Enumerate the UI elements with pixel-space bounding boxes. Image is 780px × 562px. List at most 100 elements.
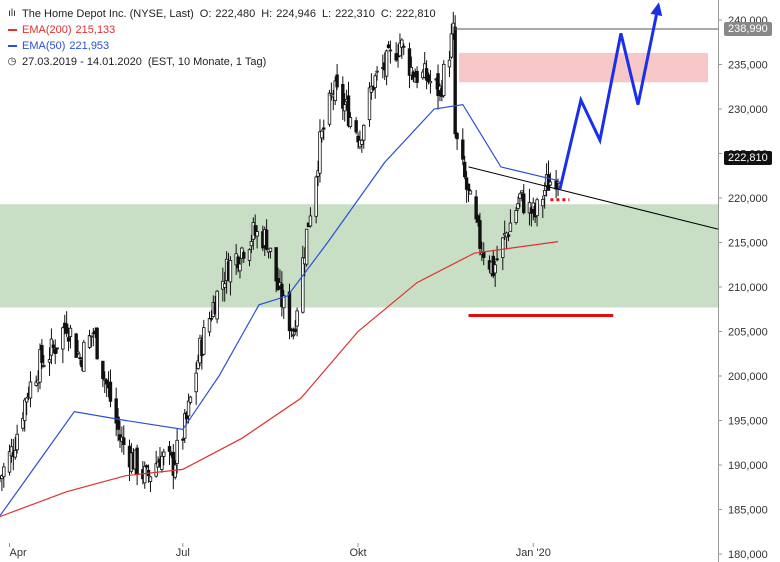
candle-body xyxy=(482,251,486,258)
candle-body xyxy=(74,333,78,358)
chart-legend: ılı The Home Depot Inc. (NYSE, Last) O: 2… xyxy=(6,6,436,70)
candle-body xyxy=(116,416,120,430)
y-tick-label: 200,000 xyxy=(728,371,768,383)
candle-body xyxy=(101,360,105,379)
ohlc-open-value: 222,480 xyxy=(215,8,256,20)
candle-body xyxy=(2,466,6,478)
candle-body xyxy=(122,437,126,445)
ema200-row: EMA(200) 215,133 xyxy=(6,22,436,38)
candle-body xyxy=(322,127,326,130)
y-tick-label: 185,000 xyxy=(728,505,768,517)
candle-body xyxy=(516,203,520,209)
candle-body xyxy=(7,451,12,473)
candle-body xyxy=(255,231,259,237)
candle-body xyxy=(466,183,471,191)
y-tick-label: 210,000 xyxy=(728,282,768,294)
x-tick-label: Jan '20 xyxy=(516,547,551,559)
period-range: 27.03.2019 - 14.01.2020 xyxy=(22,56,142,68)
candle-body xyxy=(154,463,158,477)
candle-body xyxy=(167,446,172,452)
candle-body xyxy=(478,220,482,249)
ohlc-close-value: 222,810 xyxy=(395,8,436,20)
candle-body xyxy=(196,360,200,369)
candle-body xyxy=(34,381,38,386)
candle-body xyxy=(506,234,511,237)
candle-body xyxy=(468,190,473,195)
candle-body xyxy=(236,256,240,269)
candle-body xyxy=(535,199,539,217)
ema200-swatch xyxy=(8,29,17,31)
candle-body xyxy=(447,59,452,68)
instrument-name: The Home Depot Inc. (NYSE, Last) xyxy=(22,8,194,20)
candle-body xyxy=(162,451,166,457)
candle-body xyxy=(461,139,465,160)
candle-body xyxy=(424,68,429,81)
candle-body xyxy=(409,67,414,76)
candle-body xyxy=(171,451,176,476)
candle-body xyxy=(333,80,337,101)
ohlc-low-key: L: xyxy=(321,8,332,20)
candle-body xyxy=(386,44,391,49)
candle-body xyxy=(42,365,46,367)
candle-body xyxy=(449,33,454,58)
candle-body xyxy=(343,104,347,112)
resistance-zone xyxy=(458,52,708,83)
candle-body xyxy=(135,447,139,476)
candle-body xyxy=(335,74,339,88)
candle-body xyxy=(78,357,82,360)
candle-body xyxy=(87,335,92,348)
candle-body xyxy=(160,455,164,470)
candle-body xyxy=(373,75,377,88)
candle-body xyxy=(186,400,191,417)
ohlc-close-key: C: xyxy=(380,8,392,20)
candlestick-icon: ılı xyxy=(8,8,16,19)
candle-body xyxy=(215,290,219,320)
candle-body xyxy=(104,379,109,385)
y-tick-label: 205,000 xyxy=(728,327,768,339)
candle-body xyxy=(268,247,273,252)
candle-body xyxy=(453,26,457,135)
candle-body xyxy=(348,117,353,127)
candle-body xyxy=(21,418,25,429)
candle-body xyxy=(360,139,364,145)
candle-body xyxy=(175,439,179,464)
candle-body xyxy=(402,45,406,48)
candle-body xyxy=(28,381,33,399)
candle-body xyxy=(407,48,412,76)
candle-body xyxy=(295,310,299,327)
candle-body xyxy=(287,291,292,332)
ema50-row: EMA(50) 221,953 xyxy=(6,38,436,54)
candle-body xyxy=(289,328,294,332)
candle-body xyxy=(542,190,547,196)
candle-body xyxy=(15,433,19,451)
candle-body xyxy=(508,222,513,232)
candle-body xyxy=(293,328,297,333)
y-tick-label: 235,000 xyxy=(728,60,768,72)
candle-body xyxy=(442,63,446,97)
candle-body xyxy=(529,207,534,214)
candle-body xyxy=(173,464,177,478)
candle-body xyxy=(415,70,419,83)
candle-body xyxy=(522,193,526,214)
candle-body xyxy=(24,397,29,403)
candle-body xyxy=(108,381,113,402)
candle-body xyxy=(38,349,42,383)
y-tick-label: 215,000 xyxy=(728,238,768,250)
candle-body xyxy=(291,334,295,337)
ohlc-open-key: O: xyxy=(199,8,212,20)
clock-icon: ◷ xyxy=(7,56,17,67)
candle-body xyxy=(341,83,345,109)
candle-body xyxy=(320,130,324,139)
candle-body xyxy=(238,263,242,272)
candle-body xyxy=(436,73,440,97)
candle-body xyxy=(396,55,400,58)
ohlc-low-value: 222,310 xyxy=(335,8,375,20)
candle-body xyxy=(474,196,478,220)
candle-body xyxy=(493,264,497,274)
candle-body xyxy=(426,74,431,83)
x-tick-label: Apr xyxy=(10,547,27,559)
candle-body xyxy=(68,327,73,338)
candle-body xyxy=(23,399,27,421)
projection-arrowhead xyxy=(650,2,663,17)
ema50-value: 221,953 xyxy=(69,40,110,52)
